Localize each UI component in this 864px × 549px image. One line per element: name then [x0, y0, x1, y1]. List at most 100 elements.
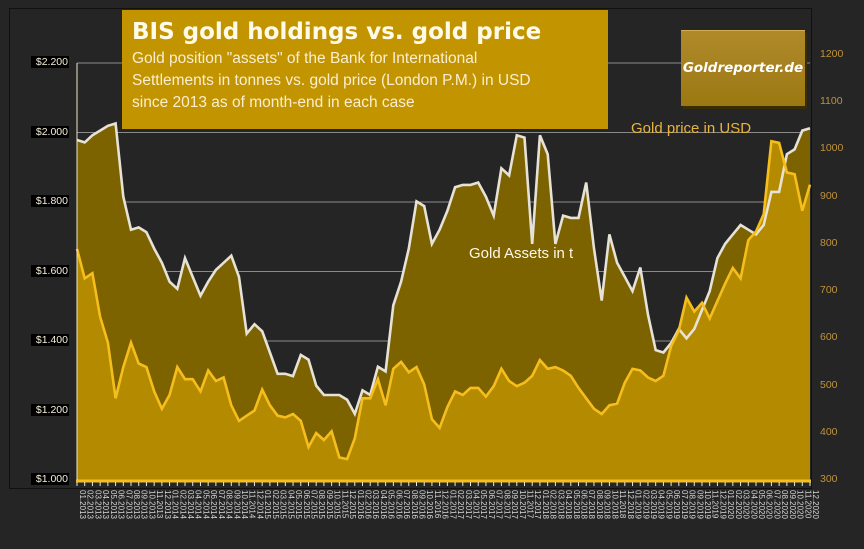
x-tick-label: 07.2017: [495, 490, 504, 519]
price-series-label: Gold price in USD: [631, 120, 752, 137]
x-tick-label: 07.2014: [217, 490, 226, 519]
x-tick-label: 03.2019: [649, 490, 658, 519]
x-tick-label: 06.2014: [209, 490, 218, 519]
y-left-tick-label: $1.200: [31, 403, 69, 416]
x-tick-label: 02.2015: [271, 490, 280, 519]
assets-line: [76, 121, 811, 418]
logo-text: Goldreporter.de: [682, 60, 804, 76]
x-tick-label: 02.2018: [549, 490, 558, 519]
assets-series-label: Gold Assets in t: [469, 245, 574, 262]
x-tick-label: 06.2017: [487, 490, 496, 519]
x-tick-label: 04.2018: [564, 490, 573, 519]
y-left-tick-label: $1.000: [31, 473, 69, 485]
subtitle-line: Gold position "assets" of the Bank for I…: [132, 50, 478, 67]
y-left-tick-label: $1.600: [31, 264, 69, 277]
x-tick-label: 02.2020: [734, 490, 743, 519]
x-tick-label: 06.2013: [117, 490, 126, 519]
y-left-tick-label: $2.000: [31, 125, 69, 138]
x-tick-label: 11.2015: [340, 490, 349, 519]
x-tick-label: 06.2019: [672, 490, 681, 519]
subtitle-line: since 2013 as of month-end in each case: [132, 94, 415, 111]
x-tick-label: 11.2018: [618, 490, 627, 519]
x-tick-label: 01.2017: [448, 490, 457, 519]
x-tick-labels: 01.201302.201303.201304.201305.201306.20…: [78, 490, 820, 519]
y-right-tick-label: 400: [820, 425, 838, 438]
x-tick-label: 05.2017: [479, 490, 488, 519]
goldreporter-logo[interactable]: Goldreporter.de: [681, 30, 805, 106]
y-left-tick-label: $1.400: [31, 334, 69, 346]
x-tick-label: 05.2014: [201, 490, 210, 519]
x-tick-label: 09.2018: [603, 490, 612, 519]
x-tick-label: 07.2019: [680, 490, 689, 519]
x-tick-label: 01.2013: [78, 490, 87, 519]
x-tick-label: 04.2016: [379, 490, 388, 519]
x-tick-label: 08.2020: [780, 490, 789, 519]
x-tick-label: 11.2017: [526, 490, 535, 519]
x-tick-label: 02.2013: [86, 490, 95, 519]
x-tick-label: 12.2015: [348, 490, 357, 519]
x-tick-label: 09.2014: [232, 490, 241, 519]
x-tick-label: 06.2020: [765, 490, 774, 519]
x-tick-label: 10.2016: [425, 490, 434, 519]
x-tick-label: 08.2019: [688, 490, 697, 519]
x-tick-label: 07.2016: [402, 490, 411, 519]
x-tick-label: 05.2020: [757, 490, 766, 519]
x-tick-label: 12.2014: [255, 490, 264, 519]
price-line: [75, 139, 812, 461]
x-tick-label: 09.2016: [417, 490, 426, 519]
x-tick-label: 04.2020: [749, 490, 758, 519]
x-tick-label: 05.2016: [387, 490, 396, 519]
x-tick-label: 12.2013: [163, 490, 172, 519]
x-tick-label: 12.2016: [441, 490, 450, 519]
x-tick-label: 09.2020: [788, 490, 797, 519]
y-right-tick-label: 600: [820, 331, 838, 344]
x-tick-label: 09.2019: [695, 490, 704, 519]
x-tick-label: 10.2017: [518, 490, 527, 519]
x-tick-label: 02.2016: [363, 490, 372, 519]
x-tick-label: 09.2017: [510, 490, 519, 519]
x-tick-label: 04.2017: [472, 490, 481, 519]
x-tick-label: 08.2016: [410, 490, 419, 519]
x-tick-label: 09.2015: [325, 490, 334, 519]
x-tick-label: 06.2018: [580, 490, 589, 519]
x-tick-label: 05.2015: [294, 490, 303, 519]
x-tick-label: 03.2016: [371, 490, 380, 519]
x-tick-label: 02.2014: [178, 490, 187, 519]
x-tick-label: 02.2019: [641, 490, 650, 519]
x-tick-label: 12.2018: [626, 490, 635, 519]
x-tick-label: 12.2017: [533, 490, 542, 519]
x-tick-label: 03.2015: [279, 490, 288, 519]
x-tick-label: 11.2014: [248, 490, 257, 519]
x-tick-label: 04.2014: [194, 490, 203, 519]
x-tick-label: 01.2018: [541, 490, 550, 519]
y-right-tick-label: 800: [820, 236, 838, 249]
x-tick-label: 10.2019: [703, 490, 712, 519]
x-tick-label: 03.2018: [556, 490, 565, 519]
x-tick-label: 08.2014: [225, 490, 234, 519]
x-tick-label: 10.2013: [147, 490, 156, 519]
x-tick-label: 03.2013: [93, 490, 102, 519]
x-tick-label: 06.2015: [302, 490, 311, 519]
y-right-tick-label: 1200: [820, 48, 844, 60]
x-tick-label: 11.2019: [711, 490, 720, 519]
title-box: BIS gold holdings vs. gold price Gold po…: [122, 10, 608, 129]
x-tick-label: 07.2018: [587, 490, 596, 519]
x-tick-label: 01.2015: [263, 490, 272, 519]
chart-title: BIS gold holdings vs. gold price: [132, 19, 542, 45]
x-tick-label: 08.2015: [317, 490, 326, 519]
y-right-tick-label: 700: [820, 284, 838, 297]
y-left-tick-label: $1.800: [31, 195, 69, 207]
x-tick-label: 04.2015: [286, 490, 295, 519]
x-tick-label: 11.2020: [803, 490, 812, 519]
x-tick-label: 05.2018: [572, 490, 581, 519]
x-tick-label: 01.2019: [634, 490, 643, 519]
x-tick-label: 12.2020: [811, 490, 820, 519]
chart-subtitle: Gold position "assets" of the Bank for I…: [132, 48, 598, 114]
x-tick-label: 07.2020: [772, 490, 781, 519]
x-tick-label: 01.2014: [171, 490, 180, 519]
y-right-tick-label: 900: [820, 189, 838, 202]
x-tick-label: 08.2013: [132, 490, 141, 519]
y-right-tick-label: 1100: [820, 95, 843, 108]
x-tick-label: 02.2017: [456, 490, 465, 519]
